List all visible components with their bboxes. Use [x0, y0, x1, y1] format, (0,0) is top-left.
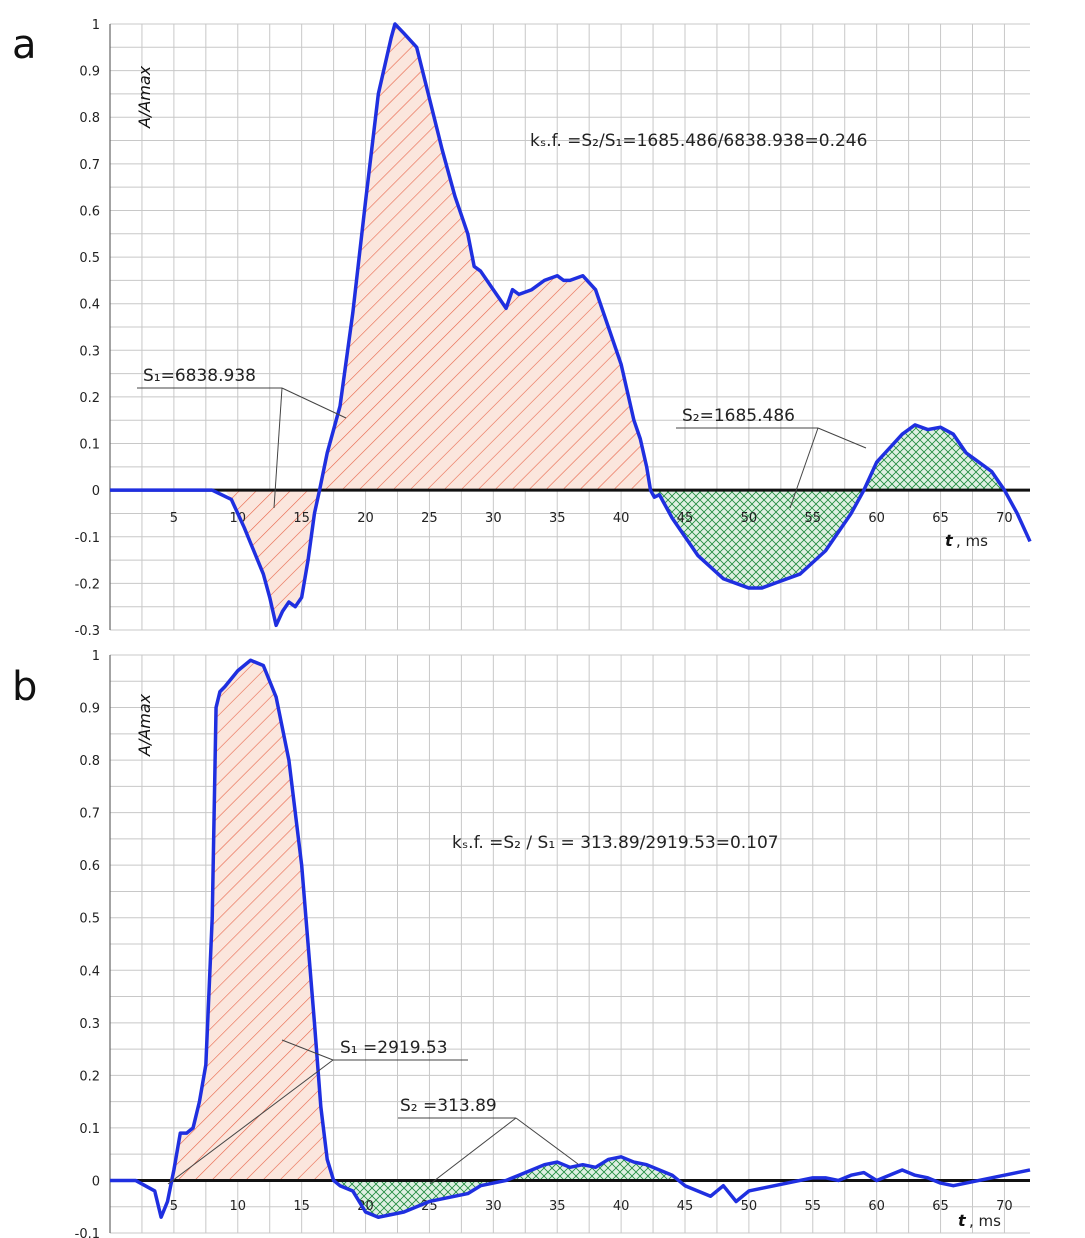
- x-tick-label: 65: [932, 511, 949, 526]
- x-tick-label: 25: [421, 511, 438, 526]
- panel-letter-b: b: [12, 664, 37, 710]
- y-tick-label: -0.1: [75, 531, 100, 546]
- region-s1: [168, 660, 334, 1181]
- panel-a-s1-label: S₁=6838.938: [143, 366, 256, 386]
- y-tick-label: 0.3: [79, 344, 100, 359]
- y-tick-label: 0.2: [79, 391, 100, 406]
- panel-a: a 5 10 15 20 25 30 35 40 45 50 55 60 65 7010.90.80.70…: [12, 18, 1032, 639]
- y-tick-label: 0.1: [79, 1122, 100, 1137]
- x-tick-label: 10: [230, 1199, 247, 1214]
- x-tick-label: 15: [293, 1199, 310, 1214]
- x-tick-label: 20: [357, 511, 374, 526]
- panel-b-s1-leader-2: [167, 1059, 334, 1185]
- x-tick-label: 50: [741, 511, 758, 526]
- panel-b-s1-callout: S₁ =2919.53: [167, 1038, 468, 1185]
- y-tick-label: 0.9: [79, 65, 100, 80]
- panel-a-s2-leader-1: [817, 427, 867, 449]
- y-tick-label: 1: [92, 18, 100, 33]
- y-tick-label: 0.8: [79, 111, 100, 126]
- panel-b-s2-label: S₂ =313.89: [400, 1096, 497, 1116]
- panel-a-ylabel: A/Amax: [135, 65, 154, 129]
- panel-b-xlabel-ms: , ms: [969, 1212, 1001, 1230]
- x-tick-label: 55: [805, 1199, 822, 1214]
- x-tick-label: 40: [613, 511, 630, 526]
- panel-b-xlabel-t: t: [958, 1211, 967, 1230]
- panel-a-s2-label: S₂=1685.486: [682, 406, 795, 426]
- y-tick-label: 0.7: [79, 807, 100, 822]
- y-tick-label: 0: [92, 484, 100, 499]
- panel-b-s2-callout: S₂ =313.89: [398, 1096, 579, 1185]
- panel-b-s2-leader-2: [515, 1117, 579, 1165]
- panel-b-s2-leader-1: [429, 1117, 517, 1185]
- panel-a-regions: [110, 24, 1030, 626]
- y-tick-label: 0.6: [79, 204, 100, 219]
- x-tick-label: 60: [868, 511, 885, 526]
- y-tick-label: -0.1: [75, 1227, 100, 1238]
- region-s2: [333, 1156, 679, 1218]
- x-tick-label: 40: [613, 1199, 630, 1214]
- panel-a-s1-leader-1: [281, 387, 347, 419]
- panel-a-xlabel: t , ms: [945, 531, 988, 550]
- y-tick-label: 0.7: [79, 158, 100, 173]
- panel-b-ksf-formula: kₛ.f. =S₂ / S₁ = 313.89/2919.53=0.107: [452, 833, 779, 853]
- x-tick-label: 70: [996, 1199, 1013, 1214]
- region-s2: [650, 424, 1005, 589]
- x-tick-label: 60: [868, 1199, 885, 1214]
- panel-a-s1-callout: S₁=6838.938: [137, 366, 347, 509]
- x-tick-label: 30: [485, 1199, 502, 1214]
- panel-a-s2-leader-2: [789, 427, 819, 509]
- x-tick-label: 45: [677, 1199, 694, 1214]
- y-tick-label: 0.4: [79, 298, 100, 313]
- x-tick-label: 35: [549, 511, 566, 526]
- panel-a-ticks: 5 10 15 20 25 30 35 40 45 50 55 60 65 7010.90.80.70.6…: [75, 18, 1013, 639]
- y-tick-label: 0.3: [79, 1017, 100, 1032]
- y-tick-label: 1: [92, 649, 100, 664]
- y-tick-label: 0.5: [79, 251, 100, 266]
- panel-letter-a: a: [12, 22, 37, 68]
- x-tick-label: 45: [677, 511, 694, 526]
- panel-a-curve: [110, 22, 1032, 628]
- x-tick-label: 50: [741, 1199, 758, 1214]
- x-tick-label: 15: [293, 511, 310, 526]
- x-tick-label: 5: [170, 1199, 178, 1214]
- panel-a-s2-callout: S₂=1685.486: [676, 406, 867, 509]
- panel-a-ksf-formula: kₛ.f. =S₂/S₁=1685.486/6838.938=0.246: [530, 131, 867, 151]
- x-tick-label: 5: [170, 511, 178, 526]
- y-tick-label: -0.2: [75, 577, 100, 592]
- y-tick-label: -0.3: [75, 624, 100, 639]
- panel-a-s1-leader-2: [273, 387, 283, 509]
- y-tick-label: 0: [92, 1174, 100, 1189]
- panel-b-xlabel: t , ms: [958, 1211, 1001, 1230]
- region-s1: [225, 24, 651, 626]
- y-tick-label: 0.2: [79, 1069, 100, 1084]
- y-tick-label: 0.9: [79, 702, 100, 717]
- y-tick-label: 0.5: [79, 912, 100, 927]
- x-tick-label: 30: [485, 511, 502, 526]
- panel-a-xlabel-t: t: [945, 531, 954, 550]
- x-tick-label: 55: [805, 511, 822, 526]
- y-tick-label: 0.4: [79, 964, 100, 979]
- panel-b-curve: [110, 658, 1031, 1219]
- x-tick-label: 35: [549, 1199, 566, 1214]
- y-tick-label: 0.1: [79, 438, 100, 453]
- panel-b-regions: [110, 660, 1030, 1218]
- panel-b-s1-label: S₁ =2919.53: [340, 1038, 448, 1058]
- panel-b: b 5 10 15 20 25 30 35 40 45 50 55 60 65 7010.90.80.70…: [12, 649, 1031, 1238]
- y-tick-label: 0.8: [79, 754, 100, 769]
- panel-b-ylabel: A/Amax: [135, 693, 154, 757]
- panel-a-xlabel-ms: , ms: [956, 532, 988, 550]
- panel-b-s1-leader-1: [281, 1039, 334, 1061]
- x-tick-label: 65: [932, 1199, 949, 1214]
- y-tick-label: 0.6: [79, 859, 100, 874]
- x-tick-label: 70: [996, 511, 1013, 526]
